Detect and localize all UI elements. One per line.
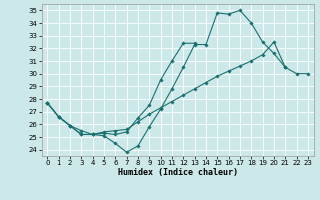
X-axis label: Humidex (Indice chaleur): Humidex (Indice chaleur)	[118, 168, 237, 177]
